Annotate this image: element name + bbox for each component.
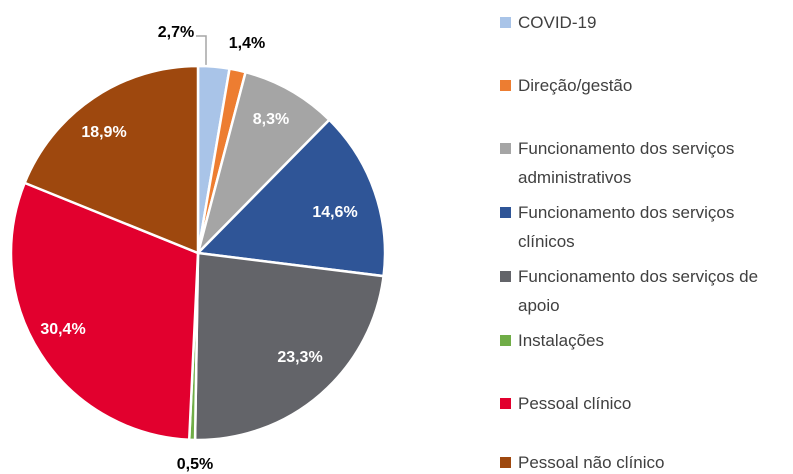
legend-item: Pessoal não clínico xyxy=(500,448,790,474)
legend-swatch xyxy=(500,398,511,409)
legend-label: Instalações xyxy=(518,331,604,350)
legend-item: Funcionamento dos serviços de apoio xyxy=(500,262,790,320)
legend-label: Funcionamento dos serviços administrativ… xyxy=(518,139,735,187)
legend-swatch xyxy=(500,80,511,91)
legend-item: Pessoal clínico xyxy=(500,389,790,418)
data-label: 1,4% xyxy=(229,35,265,52)
legend-swatch xyxy=(500,271,511,282)
data-label: 23,3% xyxy=(277,349,322,366)
data-label: 0,5% xyxy=(177,456,213,473)
legend-label: Funcionamento dos serviços clínicos xyxy=(518,203,735,251)
legend-label: COVID-19 xyxy=(518,13,597,32)
legend-swatch xyxy=(500,143,511,154)
legend-item: Direção/gestão xyxy=(500,71,790,100)
legend-swatch xyxy=(500,457,511,468)
legend-label: Funcionamento dos serviços de apoio xyxy=(518,267,759,315)
pie-slice xyxy=(195,118,387,278)
pie-slice xyxy=(9,181,200,442)
leader-line xyxy=(196,35,207,66)
legend-label: Direção/gestão xyxy=(518,76,633,95)
data-label: 30,4% xyxy=(40,321,85,338)
legend-item: Funcionamento dos serviços clínicos xyxy=(500,198,790,256)
legend-item: Instalações xyxy=(500,326,790,355)
legend-label: Pessoal clínico xyxy=(518,394,632,413)
legend-item: Funcionamento dos serviços administrativ… xyxy=(500,134,790,192)
data-label: 14,6% xyxy=(312,204,357,221)
pie-slice xyxy=(193,251,385,442)
legend-swatch xyxy=(500,335,511,346)
data-label: 2,7% xyxy=(158,24,194,41)
data-label: 8,3% xyxy=(253,111,289,128)
data-label: 18,9% xyxy=(81,124,126,141)
legend-label: Pessoal não clínico xyxy=(518,453,665,472)
legend-swatch xyxy=(500,17,511,28)
pie-slice xyxy=(23,64,200,255)
pie-slice xyxy=(195,70,332,258)
legend-swatch xyxy=(500,207,511,218)
legend-item: COVID-19 xyxy=(500,8,790,37)
